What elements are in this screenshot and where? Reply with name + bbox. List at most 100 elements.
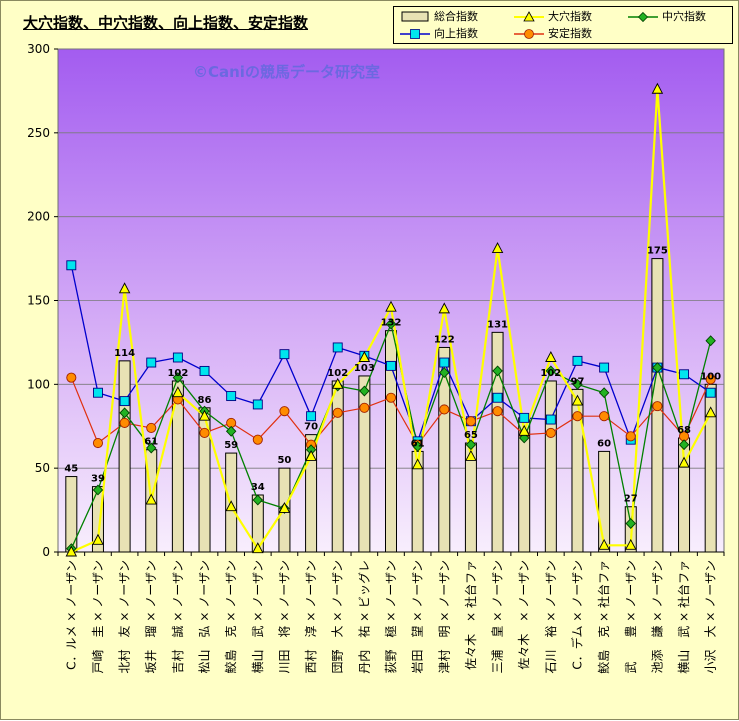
marker-triangle (518, 424, 530, 436)
watermark-text: ©Caniの競馬データ研究室 (193, 63, 380, 81)
x-category-label: 佐々木 × 社台ファ (463, 560, 478, 670)
y-tick-label: 200 (27, 210, 50, 224)
marker-triangle (411, 458, 424, 470)
marker-triangle (625, 538, 637, 550)
legend-circle-swatch (514, 29, 544, 39)
x-category-label: 松山 弘 × ノーザン (198, 560, 212, 673)
marker-square (146, 357, 157, 368)
bar-data-label: 61 (411, 438, 425, 449)
marker-triangle (92, 533, 104, 545)
marker-triangle (305, 449, 317, 461)
marker-square (279, 349, 290, 360)
marker-square (572, 355, 583, 366)
x-category-label: 池添 謙 × ノーザン (650, 560, 664, 673)
bar-data-label: 39 (91, 474, 105, 485)
x-category-label: C．ルメ × ノーザン (64, 560, 78, 670)
x-category-label: 津村 明 × ノーザン (437, 560, 451, 673)
marker-circle (572, 411, 583, 422)
legend-square-swatch (400, 29, 430, 39)
marker-triangle (331, 377, 344, 389)
marker-circle (652, 401, 663, 412)
marker-circle (545, 427, 556, 439)
marker-triangle (65, 545, 78, 557)
marker-circle (439, 404, 450, 415)
bar-data-label: 102 (167, 368, 188, 379)
marker-diamond (92, 484, 104, 496)
x-category-label: 吉村 誠 × ノーザン (171, 560, 185, 673)
bar (544, 380, 557, 553)
marker-circle (465, 416, 476, 427)
marker-circle (599, 411, 610, 422)
x-category-label: 鮫島 克 × 社台ファ (596, 560, 611, 674)
legend-label: 向上指数 (434, 27, 478, 40)
marker-triangle (571, 394, 584, 406)
marker-triangle (385, 300, 397, 312)
marker-triangle (465, 449, 477, 461)
marker-diamond (625, 518, 636, 529)
bar-data-label: 114 (114, 348, 135, 359)
marker-circle (332, 407, 343, 418)
marker-triangle (598, 538, 610, 550)
marker-triangle (225, 500, 237, 512)
marker-triangle (145, 493, 157, 505)
bar (491, 331, 504, 553)
legend-bar-swatch (401, 11, 429, 22)
x-category-label: 石川 裕 × ノーザン (543, 560, 558, 673)
x-category-label: 鮫島 克 × ノーザン (223, 560, 238, 673)
bar (438, 346, 451, 553)
bar-data-label: 122 (434, 334, 455, 345)
marker-diamond (705, 335, 716, 347)
marker-circle (359, 402, 370, 413)
marker-diamond (172, 372, 184, 384)
marker-diamond (252, 494, 264, 506)
bar-data-label: 27 (624, 494, 638, 505)
marker-square (599, 362, 610, 373)
x-category-label: 三浦 皇 × ノーザン (491, 560, 505, 673)
bar (118, 360, 131, 553)
marker-square (252, 399, 263, 410)
marker-diamond (465, 439, 477, 451)
y-tick-label: 150 (27, 294, 50, 308)
legend-label: 総合指数 (434, 10, 478, 23)
x-category-label: 武 豊 × ノーザン (624, 560, 638, 673)
marker-circle (385, 392, 397, 403)
marker-square (679, 369, 689, 380)
bar-data-label: 97 (571, 376, 585, 387)
bar (331, 380, 344, 553)
x-category-label: C．デム × ノーザン (569, 560, 584, 670)
chart-title: 大穴指数、中穴指数、向上指数、安定指数 (23, 14, 309, 32)
marker-square (519, 412, 530, 423)
marker-triangle (358, 351, 371, 362)
marker-diamond (598, 387, 610, 399)
bar-data-label: 61 (144, 437, 158, 448)
marker-circle (625, 431, 636, 442)
marker-diamond (492, 365, 503, 377)
marker-square (439, 357, 450, 368)
x-category-label: 坂井 瑠 × ノーザン (144, 560, 158, 673)
bar (358, 375, 371, 553)
marker-triangle (651, 82, 664, 94)
marker-triangle (118, 282, 131, 294)
marker-diamond (572, 378, 583, 390)
marker-diamond (412, 440, 423, 452)
marker-square (545, 414, 556, 425)
marker-circle (279, 406, 290, 417)
bar-data-label: 68 (677, 425, 691, 436)
marker-diamond (119, 407, 130, 419)
x-category-label: 岩田 望 × ノーザン (410, 560, 425, 673)
marker-square (172, 352, 183, 363)
x-category-label: 荻野 極 × ノーザン (383, 560, 398, 673)
marker-circle (252, 434, 263, 445)
bar-data-label: 86 (198, 395, 212, 406)
y-tick-label: 50 (35, 461, 50, 475)
marker-triangle (545, 351, 557, 362)
marker-circle (492, 406, 503, 417)
marker-diamond (439, 367, 450, 379)
bar (305, 434, 318, 553)
marker-square (93, 387, 103, 398)
marker-triangle (438, 302, 451, 314)
bar-data-label: 70 (304, 422, 318, 433)
marker-square (199, 365, 210, 376)
x-category-label: 西村 淳 × ノーザン (303, 560, 318, 673)
bar-data-label: 50 (277, 455, 291, 466)
